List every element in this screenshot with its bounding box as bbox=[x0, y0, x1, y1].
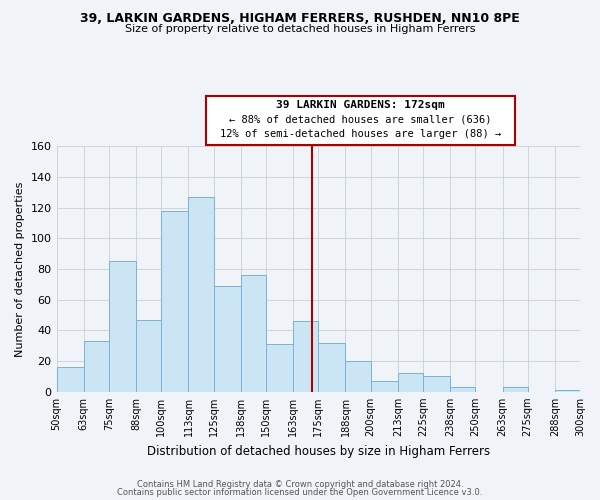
Bar bbox=[188, 197, 214, 392]
Bar bbox=[346, 361, 371, 392]
Bar bbox=[136, 320, 161, 392]
Text: 39 LARKIN GARDENS: 172sqm: 39 LARKIN GARDENS: 172sqm bbox=[276, 100, 445, 110]
Bar bbox=[398, 374, 423, 392]
Text: Contains HM Land Registry data © Crown copyright and database right 2024.: Contains HM Land Registry data © Crown c… bbox=[137, 480, 463, 489]
Bar bbox=[161, 211, 188, 392]
Text: Contains public sector information licensed under the Open Government Licence v3: Contains public sector information licen… bbox=[118, 488, 482, 497]
Bar bbox=[423, 376, 450, 392]
Bar bbox=[371, 381, 398, 392]
Text: 39, LARKIN GARDENS, HIGHAM FERRERS, RUSHDEN, NN10 8PE: 39, LARKIN GARDENS, HIGHAM FERRERS, RUSH… bbox=[80, 12, 520, 26]
Bar bbox=[318, 342, 346, 392]
Bar bbox=[503, 387, 527, 392]
Bar bbox=[450, 387, 475, 392]
Bar bbox=[84, 341, 109, 392]
Text: ← 88% of detached houses are smaller (636): ← 88% of detached houses are smaller (63… bbox=[229, 114, 491, 124]
Text: Size of property relative to detached houses in Higham Ferrers: Size of property relative to detached ho… bbox=[125, 24, 475, 34]
Bar bbox=[555, 390, 580, 392]
Bar bbox=[109, 262, 136, 392]
Text: 12% of semi-detached houses are larger (88) →: 12% of semi-detached houses are larger (… bbox=[220, 129, 501, 139]
Bar bbox=[56, 368, 84, 392]
FancyBboxPatch shape bbox=[206, 96, 515, 145]
Bar bbox=[241, 275, 266, 392]
Bar bbox=[266, 344, 293, 392]
X-axis label: Distribution of detached houses by size in Higham Ferrers: Distribution of detached houses by size … bbox=[147, 444, 490, 458]
Bar bbox=[293, 322, 318, 392]
Y-axis label: Number of detached properties: Number of detached properties bbox=[15, 182, 25, 357]
Bar bbox=[214, 286, 241, 392]
